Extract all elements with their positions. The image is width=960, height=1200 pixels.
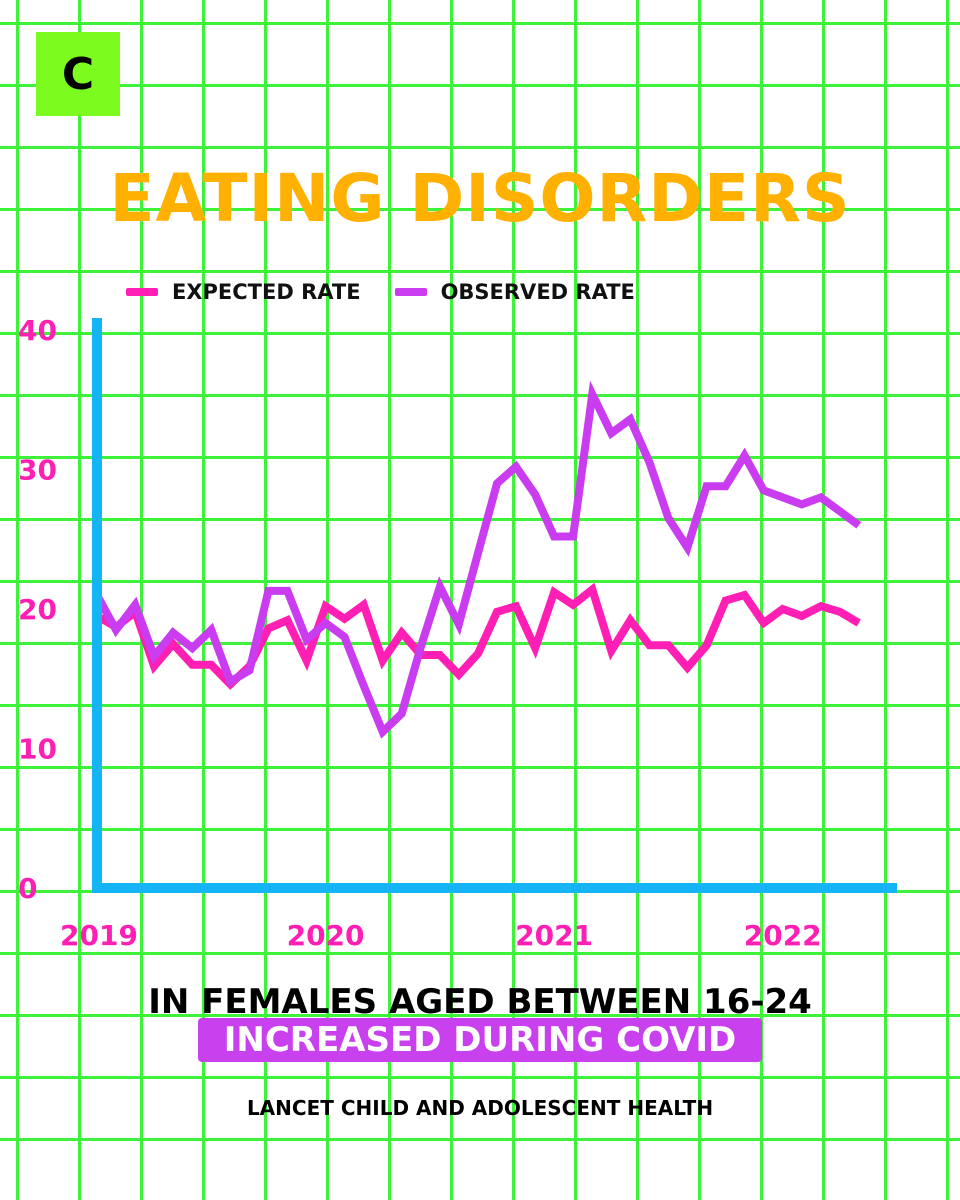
x-tick-label: 2019 xyxy=(60,919,138,952)
series-line-observed xyxy=(97,380,862,739)
highlight-wrap: INCREASED DURING COVID xyxy=(0,1018,960,1062)
legend-swatch-observed xyxy=(394,288,427,296)
legend-item-observed: OBSERVED RATE xyxy=(394,280,635,304)
series-line-expected xyxy=(97,582,861,690)
y-tick-label: 0 xyxy=(18,872,37,905)
legend-swatch-expected xyxy=(126,288,158,296)
page-title: EATING DISORDERS xyxy=(109,160,851,237)
y-tick-label: 40 xyxy=(18,314,57,347)
x-tick-label: 2022 xyxy=(744,919,822,952)
y-tick-label: 30 xyxy=(18,454,57,487)
logo: C xyxy=(36,32,120,116)
y-tick-label: 10 xyxy=(18,733,57,766)
y-tick-label: 20 xyxy=(18,593,57,626)
chart-subtitle: IN FEMALES AGED BETWEEN 16-24 xyxy=(148,982,812,1022)
chart-legend: EXPECTED RATE OBSERVED RATE xyxy=(126,280,635,304)
legend-item-expected: EXPECTED RATE xyxy=(126,280,361,304)
x-tick-label: 2021 xyxy=(515,919,593,952)
x-tick-label: 2020 xyxy=(287,919,365,952)
highlight-banner: INCREASED DURING COVID xyxy=(197,1018,763,1062)
legend-label-observed: OBSERVED RATE xyxy=(440,280,635,304)
logo-letter: C xyxy=(61,48,95,100)
legend-label-expected: EXPECTED RATE xyxy=(172,280,361,304)
source-credit: LANCET CHILD AND ADOLESCENT HEALTH xyxy=(246,1096,714,1120)
